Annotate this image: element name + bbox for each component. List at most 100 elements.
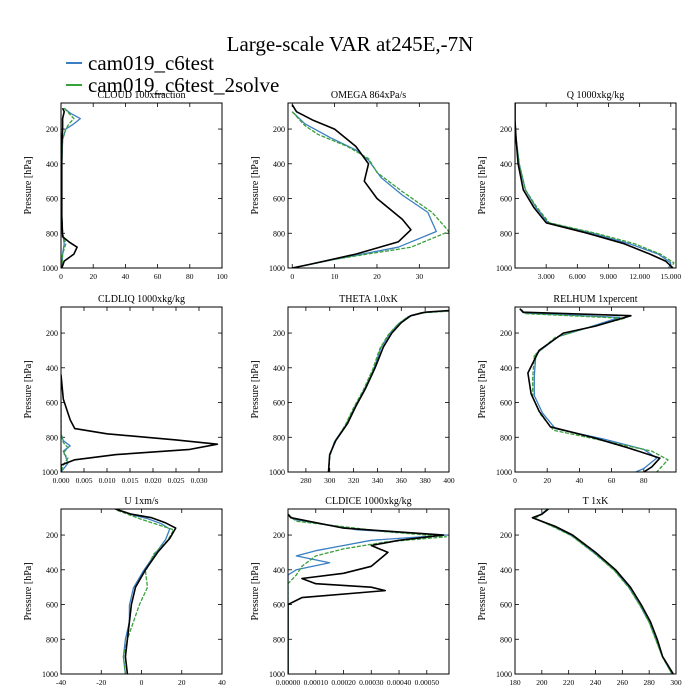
y-axis-label: Pressure [hPa]: [23, 562, 34, 620]
x-tick-label: 0: [290, 272, 294, 281]
x-tick-label: 300: [670, 678, 682, 687]
x-tick-label: 40: [122, 272, 130, 281]
y-tick-label: 200: [500, 531, 512, 540]
x-tick-label: 20: [178, 678, 186, 687]
series-line-obs: [61, 374, 219, 472]
panel-title: Q 1000xkg/kg: [567, 90, 625, 101]
y-tick-label: 200: [273, 531, 285, 540]
panel-title: U 1xm/s: [124, 496, 158, 507]
figure-title: Large-scale VAR at245E,-7N: [226, 32, 474, 56]
y-tick-label: 1000: [269, 264, 285, 273]
x-tick-label: 0.00000: [276, 678, 301, 687]
x-tick-label: 240: [590, 678, 602, 687]
y-tick-label: 800: [273, 635, 285, 644]
y-tick-label: 800: [273, 433, 285, 442]
y-tick-label: 1000: [496, 670, 512, 679]
y-axis-label: Pressure [hPa]: [477, 156, 488, 214]
legend-entry-c6test-2solve: cam019_c6test_2solve: [66, 72, 280, 97]
legend-swatch: [66, 62, 82, 64]
x-tick-label: 60: [608, 476, 616, 485]
plot-frame: [514, 508, 677, 675]
y-tick-label: 1000: [496, 264, 512, 273]
x-tick-label: 0: [140, 678, 144, 687]
panel-title: T 1xK: [583, 496, 609, 507]
x-tick-label: 0.000: [53, 476, 70, 485]
y-tick-label: 800: [273, 229, 285, 238]
x-tick-label: 200: [536, 678, 548, 687]
y-tick-label: 400: [500, 160, 512, 169]
panel-title: CLDICE 1000xkg/kg: [325, 496, 411, 507]
legend-swatch: [66, 84, 82, 86]
series-line-obs: [515, 103, 674, 268]
y-tick-label: 200: [500, 125, 512, 134]
y-tick-label: 1000: [269, 670, 285, 679]
series-line-cam019-c6test-2solve: [534, 509, 673, 674]
y-tick-label: 800: [46, 433, 58, 442]
y-tick-label: 800: [500, 635, 512, 644]
x-tick-label: 80: [186, 272, 194, 281]
y-tick-label: 200: [500, 329, 512, 338]
x-tick-label: 0.015: [122, 476, 139, 485]
x-tick-label: 40: [576, 476, 584, 485]
panel-title: THETA 1.0xK: [339, 294, 398, 305]
y-tick-label: 600: [273, 399, 285, 408]
panel-5: THETA 1.0xK Pressure [hPa] 200 400 600 800 100…: [250, 294, 455, 485]
x-tick-label: 0.00010: [304, 678, 329, 687]
y-tick-label: 200: [46, 329, 58, 338]
legend-label: cam019_c6test_2solve: [88, 72, 280, 97]
plot-frame: [514, 306, 677, 473]
x-tick-label: 180: [509, 678, 521, 687]
plot-frame: [287, 102, 450, 269]
x-tick-label: 0.030: [191, 476, 208, 485]
series-line-cam019-c6test-2solve: [288, 513, 447, 674]
y-axis-label: Pressure [hPa]: [250, 360, 261, 418]
x-tick-label: 340: [372, 476, 384, 485]
x-tick-label: 0.00030: [359, 678, 384, 687]
y-axis-label: Pressure [hPa]: [477, 562, 488, 620]
y-tick-label: 200: [273, 329, 285, 338]
y-tick-label: 800: [500, 433, 512, 442]
plot-frame: [60, 306, 223, 473]
x-tick-label: 100: [216, 272, 228, 281]
x-tick-label: 30: [416, 272, 424, 281]
y-tick-label: 400: [46, 160, 58, 169]
plot-frame: [60, 102, 223, 269]
panel-4: CLDLIQ 1000xkg/kg Pressure [hPa] 200 400 600…: [23, 294, 223, 485]
y-tick-label: 200: [273, 125, 285, 134]
y-tick-label: 800: [46, 229, 58, 238]
x-tick-label: 20: [543, 476, 551, 485]
x-tick-label: 220: [563, 678, 575, 687]
y-tick-label: 400: [273, 566, 285, 575]
panel-title: CLDLIQ 1000xkg/kg: [98, 294, 185, 305]
x-tick-label: 300: [324, 476, 336, 485]
series-line-cam019-c6test: [291, 111, 437, 268]
series-line-obs: [519, 308, 661, 472]
panel-3: Q 1000xkg/kg Pressure [hPa] 200 400 600 800 10…: [477, 90, 681, 281]
y-tick-label: 1000: [496, 468, 512, 477]
x-tick-label: 0: [59, 272, 63, 281]
y-tick-label: 1000: [42, 264, 58, 273]
series-line-cam019-c6test-2solve: [520, 309, 669, 472]
series-line-obs: [531, 509, 674, 674]
x-tick-label: 380: [420, 476, 432, 485]
plot-frame: [287, 508, 450, 675]
x-tick-label: 9.000: [600, 272, 617, 281]
x-tick-label: 0.005: [76, 476, 93, 485]
y-axis-label: Pressure [hPa]: [477, 360, 488, 418]
x-tick-label: 400: [443, 476, 455, 485]
x-tick-label: 0.00050: [415, 678, 440, 687]
y-tick-label: 800: [46, 635, 58, 644]
panel-title: RELHUM 1xpercent: [553, 294, 637, 305]
x-tick-label: 0: [513, 476, 517, 485]
y-tick-label: 400: [500, 364, 512, 373]
x-tick-label: -40: [56, 678, 66, 687]
y-tick-label: 400: [46, 566, 58, 575]
x-tick-label: 20: [373, 272, 381, 281]
series-line-obs: [327, 309, 449, 472]
y-tick-label: 400: [273, 160, 285, 169]
